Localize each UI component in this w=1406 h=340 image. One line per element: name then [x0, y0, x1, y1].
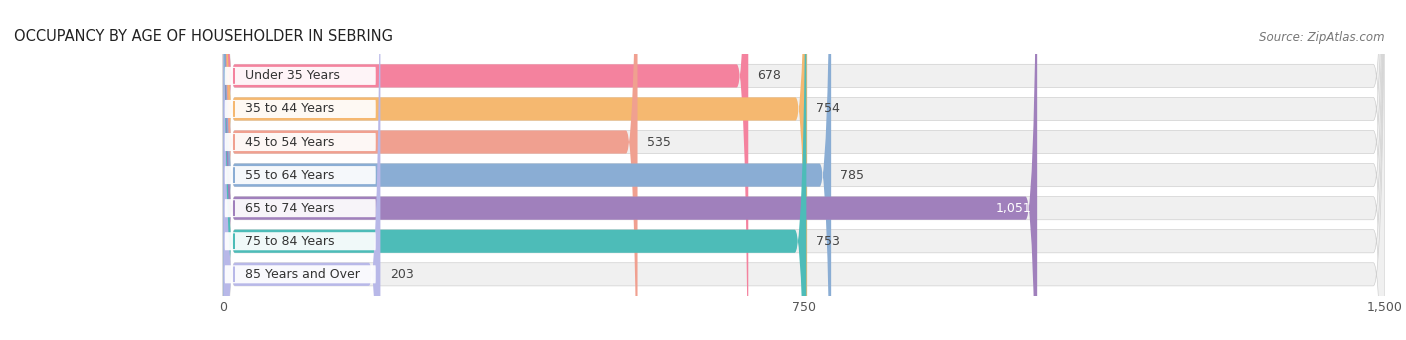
FancyBboxPatch shape: [224, 0, 1385, 340]
Text: 85 Years and Over: 85 Years and Over: [245, 268, 360, 281]
FancyBboxPatch shape: [225, 133, 375, 151]
FancyBboxPatch shape: [224, 0, 1038, 340]
Text: 55 to 64 Years: 55 to 64 Years: [245, 169, 335, 182]
FancyBboxPatch shape: [224, 0, 1385, 340]
FancyBboxPatch shape: [224, 0, 1385, 340]
FancyBboxPatch shape: [224, 0, 807, 340]
Text: Source: ZipAtlas.com: Source: ZipAtlas.com: [1260, 31, 1385, 44]
Text: 753: 753: [815, 235, 839, 248]
Text: 678: 678: [758, 69, 782, 82]
FancyBboxPatch shape: [224, 0, 1385, 340]
FancyBboxPatch shape: [224, 0, 831, 340]
FancyBboxPatch shape: [224, 0, 1385, 340]
FancyBboxPatch shape: [225, 199, 375, 217]
Text: 203: 203: [389, 268, 413, 281]
FancyBboxPatch shape: [224, 0, 748, 340]
Text: OCCUPANCY BY AGE OF HOUSEHOLDER IN SEBRING: OCCUPANCY BY AGE OF HOUSEHOLDER IN SEBRI…: [14, 29, 394, 44]
Text: 35 to 44 Years: 35 to 44 Years: [245, 102, 335, 116]
FancyBboxPatch shape: [225, 100, 375, 118]
FancyBboxPatch shape: [225, 232, 375, 250]
FancyBboxPatch shape: [225, 67, 375, 85]
Text: Under 35 Years: Under 35 Years: [245, 69, 340, 82]
FancyBboxPatch shape: [224, 0, 381, 340]
Text: 754: 754: [817, 102, 841, 116]
FancyBboxPatch shape: [224, 0, 637, 340]
FancyBboxPatch shape: [225, 166, 375, 184]
FancyBboxPatch shape: [224, 0, 1385, 340]
Text: 65 to 74 Years: 65 to 74 Years: [245, 202, 335, 215]
Text: 535: 535: [647, 136, 671, 149]
FancyBboxPatch shape: [224, 0, 1385, 340]
Text: 45 to 54 Years: 45 to 54 Years: [245, 136, 335, 149]
Text: 75 to 84 Years: 75 to 84 Years: [245, 235, 335, 248]
FancyBboxPatch shape: [225, 265, 375, 283]
FancyBboxPatch shape: [224, 0, 807, 340]
Text: 785: 785: [841, 169, 865, 182]
Text: 1,051: 1,051: [995, 202, 1031, 215]
